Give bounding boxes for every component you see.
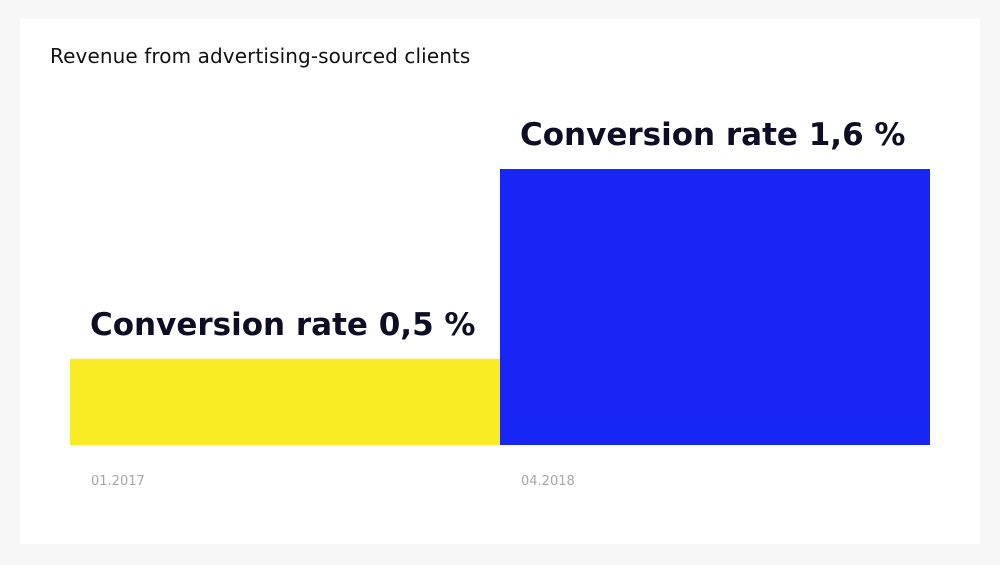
value-label-2: Conversion rate 1,6 % xyxy=(520,117,906,153)
x-tick-labels-layer: 01.2017 04.2018 xyxy=(91,474,575,489)
value-label-1: Conversion rate 0,5 % xyxy=(90,307,476,343)
bars-layer xyxy=(70,169,930,445)
value-labels-layer: Conversion rate 0,5 % Conversion rate 1,6… xyxy=(90,117,906,343)
bar-1 xyxy=(70,358,500,445)
x-tick-label-1: 01.2017 xyxy=(91,474,145,489)
chart-title: Revenue from advertising-sourced clients xyxy=(50,44,471,68)
x-tick-label-2: 04.2018 xyxy=(521,474,575,489)
bar-2 xyxy=(500,169,930,445)
